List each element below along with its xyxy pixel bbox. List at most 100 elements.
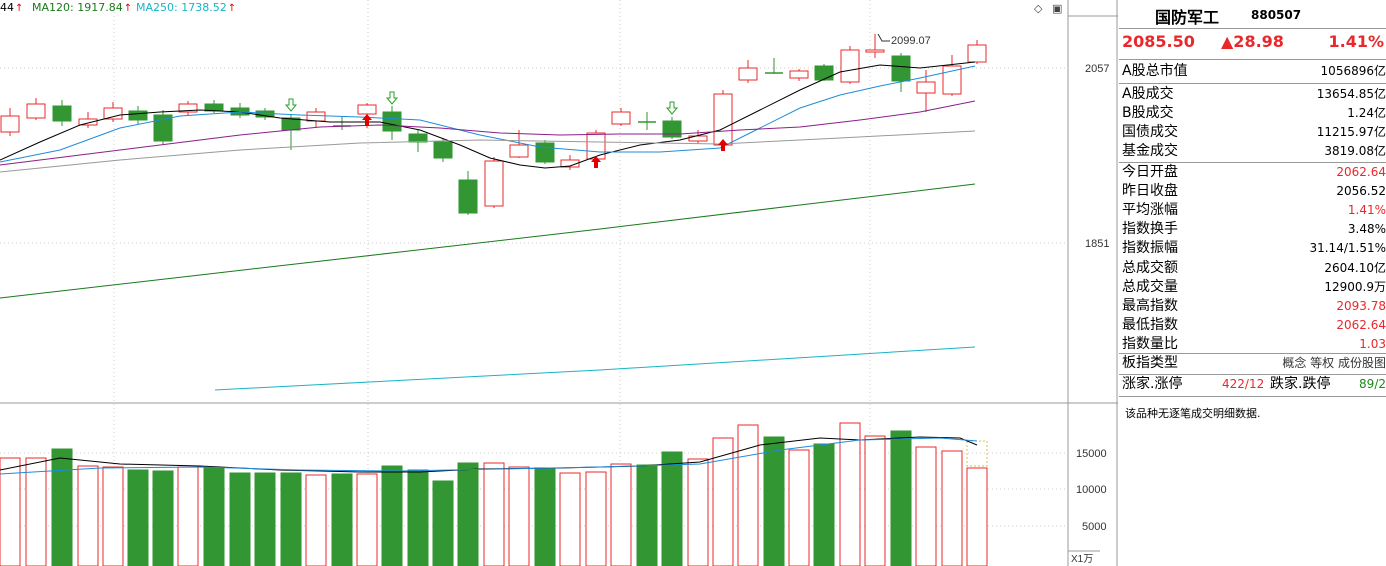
divider: [1119, 396, 1386, 397]
up-count-label: 涨家.涨停: [1122, 376, 1183, 392]
volume-bar: [966, 467, 988, 566]
stat-row: 指数量比 1.03: [1122, 335, 1386, 354]
volume-tick-label: 10000: [1076, 484, 1107, 496]
candle-body: [713, 93, 733, 146]
candle-body: [306, 111, 326, 122]
volume-bar: [559, 472, 581, 566]
ma250-label: MA250: 1738.52↑: [136, 1, 237, 14]
price-tick-label: 2057: [1085, 63, 1109, 75]
volume-bar: [763, 436, 785, 566]
board-type-row: 板指类型 概念 等权 成份股图: [1122, 354, 1386, 373]
candle-body: [586, 132, 606, 160]
price-change-pct: 1.41%: [1328, 32, 1384, 51]
candle-body: [611, 111, 631, 125]
candle-body: [942, 65, 962, 95]
candle-body: [738, 67, 758, 81]
stat-value: 1056896亿: [1320, 64, 1386, 78]
volume-bar: [839, 422, 861, 566]
volume-bar: [457, 462, 479, 566]
stat-label: A股成交: [1122, 86, 1174, 102]
divider: [1119, 83, 1386, 84]
high-price-label: 2099.07: [891, 35, 931, 47]
up-count-value: 422/12: [1222, 377, 1265, 391]
ma120-line: [0, 183, 976, 299]
stat-value: 1.41%: [1347, 203, 1386, 218]
stat-value: 1.03: [1359, 336, 1386, 351]
volume-bar: [483, 462, 505, 566]
kline-chart[interactable]: 2057 1851 15000 10000 5000 X1万 2099.07 44↑ MA1…: [0, 0, 1118, 566]
candle-body: [128, 110, 148, 121]
candle-body: [458, 179, 478, 214]
stat-label: 指数量比: [1122, 335, 1178, 352]
volume-bar: [280, 472, 302, 566]
stat-row: 最高指数 2093.78: [1122, 297, 1386, 316]
stat-label: 指数振幅: [1122, 240, 1178, 257]
candle-body: [814, 65, 834, 81]
buy-arrow-icon: [362, 114, 372, 126]
stat-row: A股成交 13654.85亿: [1122, 85, 1386, 104]
volume-bar: [356, 473, 378, 566]
quote-panel: 国防军工 880507 2085.50 ▲28.98 1.41% A股总市值 10…: [1119, 0, 1386, 566]
board-type-value[interactable]: 概念 等权 成份股图: [1282, 356, 1386, 370]
volume-bar: [229, 472, 251, 566]
ma5-line: [0, 61, 976, 169]
candle-body: [78, 118, 98, 126]
stat-label: 昨日收盘: [1122, 183, 1178, 200]
candle-body: [26, 103, 46, 119]
candle-body: [408, 133, 428, 143]
candle-body: [789, 70, 809, 79]
candle-body: [865, 49, 885, 53]
stat-row: 昨日收盘 2056.52: [1122, 182, 1386, 201]
volume-bar: [941, 450, 963, 566]
stat-value: 11215.97亿: [1316, 125, 1386, 140]
candle-body: [178, 103, 198, 113]
ma20-line: [0, 100, 976, 166]
stat-row: 国债成交 11215.97亿: [1122, 123, 1386, 142]
volume-bar: [864, 435, 886, 566]
stat-row: B股成交 1.24亿: [1122, 104, 1386, 123]
volume-bar: [687, 458, 709, 566]
volume-unit-label: X1万: [1071, 554, 1093, 565]
volume-bar: [0, 457, 21, 566]
stat-value: 2056.52: [1336, 184, 1386, 199]
candle-body: [382, 111, 402, 132]
price-change: ▲28.98: [1221, 32, 1284, 51]
stat-row: 今日开盘 2062.64: [1122, 163, 1386, 182]
up-arrow-icon: ↑: [15, 3, 24, 14]
volume-bar: [432, 480, 454, 566]
ma250-line: [214, 346, 976, 391]
last-price: 2085.50: [1122, 32, 1195, 51]
volume-bar: [177, 466, 199, 566]
candle-body: [662, 120, 682, 138]
divider: [1119, 59, 1386, 60]
buy-arrow-icon: [718, 139, 728, 151]
candle-body: [916, 81, 936, 94]
volume-bar: [203, 467, 225, 566]
diamond-icon[interactable]: ◇: [1034, 2, 1043, 15]
volume-bar: [508, 466, 530, 566]
candle-body: [153, 114, 173, 142]
volume-bar: [381, 465, 403, 566]
window-icon[interactable]: ▣: [1052, 2, 1063, 15]
volume-bar: [915, 446, 937, 566]
candle-body: [891, 55, 911, 82]
volume-bar: [51, 448, 73, 566]
volume-bar: [788, 449, 810, 566]
trade-detail-note: 该品种无逐笔成交明细数据.: [1125, 407, 1261, 420]
stat-row: 最低指数 2062.64: [1122, 316, 1386, 335]
volume-tick-label: 5000: [1082, 521, 1106, 533]
board-type-label: 板指类型: [1122, 355, 1178, 371]
volume-bar: [661, 451, 683, 566]
volume-bar: [813, 443, 835, 566]
sell-arrow-icon: [665, 101, 679, 115]
volume-bar: [25, 457, 47, 566]
volume-bar: [127, 469, 149, 566]
candle-body: [535, 142, 555, 163]
stat-value: 2062.64: [1336, 165, 1386, 179]
volume-bar: [305, 474, 327, 566]
stat-row: 基金成交 3819.08亿: [1122, 142, 1386, 161]
index-name: 国防军工: [1155, 8, 1220, 27]
kline-chart-svg: 2057 1851 15000 10000 5000 X1万 2099.07: [0, 0, 1118, 566]
stat-row: 总成交额 2604.10亿: [1122, 259, 1386, 278]
up-arrow-icon: ↑: [123, 3, 133, 14]
